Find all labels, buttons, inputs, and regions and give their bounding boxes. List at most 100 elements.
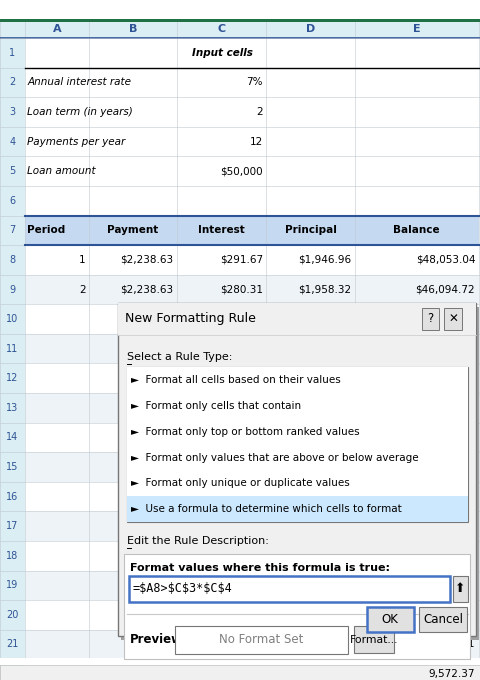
Text: Select a Rule Type:: Select a Rule Type: bbox=[126, 352, 231, 362]
Bar bbox=[421, 308, 438, 330]
Text: 11: 11 bbox=[6, 343, 19, 354]
Text: 17: 17 bbox=[6, 521, 19, 531]
Bar bbox=[0, 19, 480, 38]
Text: Period: Period bbox=[27, 225, 66, 235]
Bar bbox=[25, 571, 478, 600]
Text: Cancel: Cancel bbox=[422, 613, 462, 626]
Text: New Formatting Rule: New Formatting Rule bbox=[125, 312, 255, 326]
Text: 0,150.95: 0,150.95 bbox=[428, 373, 474, 384]
Text: D: D bbox=[305, 24, 315, 33]
Bar bbox=[0, 600, 25, 630]
Bar bbox=[0, 665, 480, 680]
Text: ►  Format only values that are above or below average: ► Format only values that are above or b… bbox=[131, 453, 418, 462]
Text: Preview:: Preview: bbox=[130, 633, 187, 647]
Bar bbox=[0, 305, 25, 334]
Text: 9: 9 bbox=[10, 284, 15, 294]
Bar bbox=[25, 186, 478, 216]
Text: 2: 2 bbox=[79, 284, 85, 294]
Bar bbox=[129, 576, 449, 602]
Bar bbox=[0, 186, 25, 216]
Bar bbox=[0, 97, 25, 127]
Text: ?: ? bbox=[427, 312, 432, 326]
Text: ►  Format only top or bottom ranked values: ► Format only top or bottom ranked value… bbox=[131, 427, 359, 437]
Text: $1,946.96: $1,946.96 bbox=[298, 255, 351, 265]
Bar bbox=[353, 626, 394, 653]
Text: 0,011.27: 0,011.27 bbox=[428, 521, 474, 531]
Bar bbox=[0, 156, 25, 186]
Bar bbox=[0, 511, 25, 541]
Text: ►  Format all cells based on their values: ► Format all cells based on their values bbox=[131, 375, 340, 385]
Text: Payments per year: Payments per year bbox=[27, 137, 125, 147]
Text: $48,053.04: $48,053.04 bbox=[415, 255, 474, 265]
Text: $46,094.72: $46,094.72 bbox=[415, 284, 474, 294]
Bar bbox=[25, 156, 478, 186]
Bar bbox=[25, 541, 478, 571]
Text: 5,872.10: 5,872.10 bbox=[428, 580, 474, 590]
Text: $50,000: $50,000 bbox=[220, 166, 263, 176]
Bar bbox=[126, 393, 467, 419]
Text: A: A bbox=[53, 24, 61, 33]
Text: Payment: Payment bbox=[107, 225, 158, 235]
Text: 22: 22 bbox=[6, 669, 19, 679]
Text: Edit the Rule Description:: Edit the Rule Description: bbox=[126, 537, 268, 546]
Text: $1,958.32: $1,958.32 bbox=[298, 284, 351, 294]
Text: 9,572.37: 9,572.37 bbox=[428, 669, 474, 679]
Bar bbox=[25, 38, 478, 67]
Bar bbox=[0, 127, 25, 156]
Bar bbox=[25, 67, 478, 97]
Bar bbox=[0, 67, 25, 97]
Bar bbox=[0, 482, 25, 511]
Text: $2,238.63: $2,238.63 bbox=[120, 284, 173, 294]
Text: 1: 1 bbox=[10, 48, 15, 58]
Text: $280.31: $280.31 bbox=[220, 284, 263, 294]
Text: 18: 18 bbox=[6, 551, 19, 561]
Bar bbox=[126, 367, 467, 393]
Text: 20: 20 bbox=[6, 610, 19, 620]
Bar bbox=[0, 364, 25, 393]
Bar bbox=[124, 554, 469, 659]
Text: 2,143.74: 2,143.74 bbox=[428, 343, 474, 354]
Bar bbox=[174, 626, 347, 654]
Text: 6: 6 bbox=[10, 196, 15, 206]
Bar bbox=[126, 445, 467, 471]
Text: 4: 4 bbox=[10, 137, 15, 147]
Text: 8,146.54: 8,146.54 bbox=[428, 403, 474, 413]
Bar bbox=[444, 308, 461, 330]
Bar bbox=[25, 600, 478, 630]
Text: Interest: Interest bbox=[198, 225, 245, 235]
Bar bbox=[0, 334, 25, 363]
Text: $291.67: $291.67 bbox=[219, 255, 263, 265]
Text: 19: 19 bbox=[6, 580, 19, 590]
Bar bbox=[0, 19, 480, 22]
Bar bbox=[25, 511, 478, 541]
Text: No Format Set: No Format Set bbox=[218, 633, 303, 647]
Text: 12: 12 bbox=[6, 373, 19, 384]
Text: 5: 5 bbox=[10, 166, 15, 176]
Text: 7: 7 bbox=[10, 225, 15, 235]
Bar bbox=[0, 660, 25, 680]
Bar bbox=[25, 393, 478, 423]
Text: 4,124.98: 4,124.98 bbox=[428, 314, 474, 324]
Bar bbox=[25, 216, 478, 245]
Text: Annual interest rate: Annual interest rate bbox=[27, 78, 131, 88]
Bar bbox=[452, 576, 467, 602]
Bar bbox=[120, 307, 478, 640]
Bar bbox=[0, 630, 25, 659]
Bar bbox=[25, 452, 478, 481]
Text: 1: 1 bbox=[79, 255, 85, 265]
Text: Format values where this formula is true:: Format values where this formula is true… bbox=[130, 564, 389, 573]
Text: $2,238.63: $2,238.63 bbox=[120, 255, 173, 265]
Text: Loan amount: Loan amount bbox=[27, 166, 96, 176]
Bar bbox=[25, 482, 478, 511]
Text: ►  Use a formula to determine which cells to format: ► Use a formula to determine which cells… bbox=[131, 505, 401, 514]
Bar bbox=[126, 471, 467, 496]
Bar bbox=[25, 364, 478, 393]
Bar bbox=[126, 419, 467, 445]
Text: 12: 12 bbox=[249, 137, 263, 147]
Bar bbox=[366, 607, 413, 632]
Bar bbox=[0, 571, 25, 600]
Bar bbox=[118, 303, 475, 335]
Bar bbox=[25, 630, 478, 659]
Bar bbox=[25, 305, 478, 334]
Bar bbox=[25, 275, 478, 305]
